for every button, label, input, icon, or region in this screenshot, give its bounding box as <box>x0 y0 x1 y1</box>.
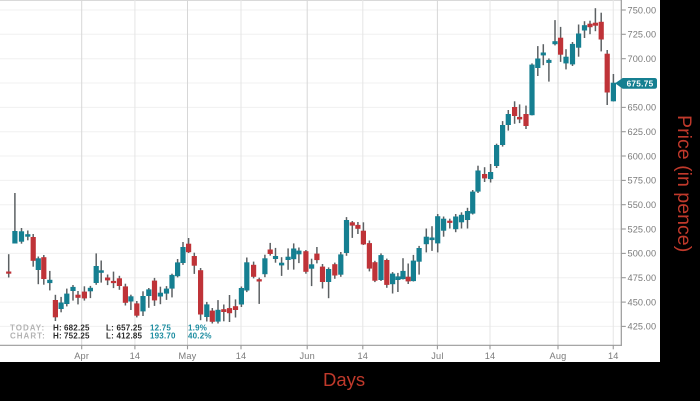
svg-text:14: 14 <box>485 351 496 361</box>
svg-text:675.75: 675.75 <box>627 79 654 88</box>
svg-text:May: May <box>179 351 197 361</box>
svg-text:L:: L: <box>106 324 114 333</box>
svg-text:14: 14 <box>357 351 368 361</box>
svg-text:425.00: 425.00 <box>628 322 657 332</box>
svg-text:14: 14 <box>130 351 141 361</box>
svg-text:600.00: 600.00 <box>628 151 657 161</box>
svg-text:475.00: 475.00 <box>628 273 657 283</box>
svg-text:650.00: 650.00 <box>628 103 657 113</box>
svg-text:L:: L: <box>106 331 114 340</box>
svg-text:575.00: 575.00 <box>628 176 657 186</box>
svg-text:450.00: 450.00 <box>628 297 657 307</box>
svg-text:14: 14 <box>608 351 619 361</box>
svg-text:412.85: 412.85 <box>117 331 143 340</box>
svg-text:525.00: 525.00 <box>628 224 657 234</box>
svg-text:Jun: Jun <box>299 351 314 361</box>
svg-text:700.00: 700.00 <box>628 54 657 64</box>
svg-text:1.9%: 1.9% <box>188 324 207 333</box>
svg-text:Aug: Aug <box>550 351 567 361</box>
svg-text:193.70: 193.70 <box>150 331 176 340</box>
svg-text:14: 14 <box>236 351 247 361</box>
svg-text:H:: H: <box>53 331 62 340</box>
svg-text:682.25: 682.25 <box>64 324 90 333</box>
svg-text:550.00: 550.00 <box>628 200 657 210</box>
svg-text:625.00: 625.00 <box>628 127 657 137</box>
svg-text:12.75: 12.75 <box>150 324 171 333</box>
svg-text:725.00: 725.00 <box>628 30 657 40</box>
svg-text:752.25: 752.25 <box>64 331 90 340</box>
svg-text:TODAY:: TODAY: <box>10 324 45 333</box>
svg-text:Jul: Jul <box>431 351 443 361</box>
svg-text:Apr: Apr <box>74 351 89 361</box>
svg-text:657.25: 657.25 <box>117 324 143 333</box>
svg-text:750.00: 750.00 <box>628 5 657 15</box>
svg-text:H:: H: <box>53 324 62 333</box>
svg-text:CHART:: CHART: <box>10 331 46 340</box>
svg-text:40.2%: 40.2% <box>188 331 212 340</box>
svg-text:500.00: 500.00 <box>628 249 657 259</box>
